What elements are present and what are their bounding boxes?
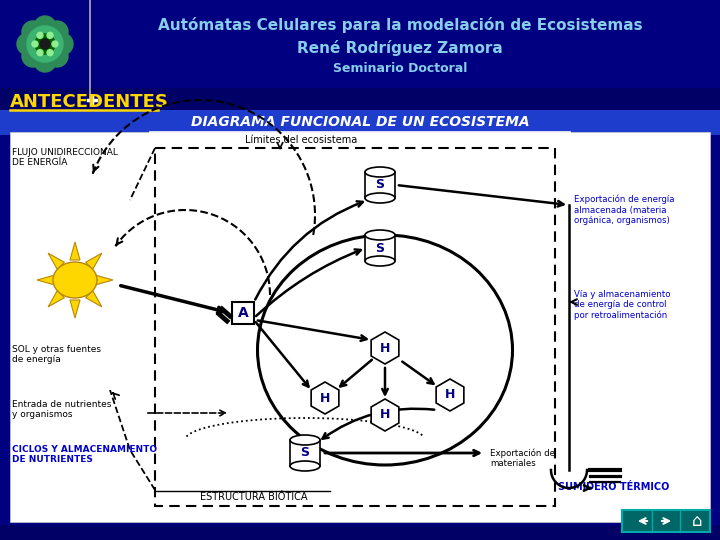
Bar	[155, 148, 555, 506]
Circle shape	[27, 26, 63, 62]
Polygon shape	[48, 291, 64, 307]
Polygon shape	[86, 291, 102, 307]
Circle shape	[34, 50, 56, 72]
Text: SUMIDERO TÉRMICO: SUMIDERO TÉRMICO	[558, 482, 670, 492]
Circle shape	[46, 45, 68, 67]
Polygon shape	[436, 379, 464, 411]
Text: CICLOS Y ALMACENAMIENTO
DE NUTRIENTES: CICLOS Y ALMACENAMIENTO DE NUTRIENTES	[12, 445, 157, 464]
Circle shape	[51, 33, 73, 55]
Circle shape	[32, 41, 38, 47]
Circle shape	[46, 21, 68, 43]
Circle shape	[52, 41, 58, 47]
Ellipse shape	[53, 262, 97, 298]
Bar	[0, 88, 720, 110]
Bar	[0, 525, 720, 540]
Text: Vía y almacenamiento
de energía de control
por retroalimentación: Vía y almacenamiento de energía de contr…	[574, 290, 670, 320]
Ellipse shape	[290, 461, 320, 471]
Ellipse shape	[365, 256, 395, 266]
Bar	[622, 510, 710, 532]
Polygon shape	[70, 300, 80, 318]
Bar	[0, 0, 720, 88]
Text: H: H	[320, 392, 330, 404]
Circle shape	[17, 33, 39, 55]
Ellipse shape	[365, 230, 395, 240]
Bar	[0, 110, 720, 135]
Circle shape	[22, 21, 44, 43]
Text: H: H	[380, 341, 390, 354]
Bar	[232, 302, 254, 324]
Text: S: S	[376, 179, 384, 192]
Circle shape	[47, 50, 53, 56]
Text: Entrada de nutrientes
y organismos: Entrada de nutrientes y organismos	[12, 400, 112, 420]
Ellipse shape	[290, 435, 320, 445]
Bar	[290, 440, 320, 466]
Polygon shape	[311, 382, 339, 414]
Circle shape	[34, 16, 56, 38]
Circle shape	[37, 50, 43, 56]
Text: H: H	[380, 408, 390, 422]
Circle shape	[40, 39, 50, 49]
Text: Autómatas Celulares para la modelación de Ecosistemas: Autómatas Celulares para la modelación d…	[158, 17, 642, 33]
Text: ⌂: ⌂	[692, 512, 702, 530]
Polygon shape	[37, 275, 55, 285]
Text: S: S	[300, 447, 310, 460]
Text: ESTRUCTURA BIÓTICA: ESTRUCTURA BIÓTICA	[200, 492, 307, 502]
Polygon shape	[48, 253, 64, 269]
Ellipse shape	[365, 167, 395, 177]
Text: H: H	[445, 388, 455, 402]
Text: Seminario Doctoral: Seminario Doctoral	[333, 62, 467, 75]
Text: Límites del ecosistema: Límites del ecosistema	[245, 135, 357, 145]
Text: SOL y otras fuentes
de energía: SOL y otras fuentes de energía	[12, 345, 101, 364]
Text: DIAGRAMA FUNCIONAL DE UN ECOSISTEMA: DIAGRAMA FUNCIONAL DE UN ECOSISTEMA	[191, 115, 529, 129]
Bar	[365, 235, 395, 261]
Ellipse shape	[365, 193, 395, 203]
Text: Exportación de
materiales: Exportación de materiales	[490, 448, 555, 468]
Circle shape	[35, 34, 55, 54]
Polygon shape	[95, 275, 113, 285]
Polygon shape	[371, 332, 399, 364]
Polygon shape	[86, 253, 102, 269]
Text: René Rodríguez Zamora: René Rodríguez Zamora	[297, 40, 503, 56]
Bar	[10, 132, 710, 522]
Text: S: S	[376, 241, 384, 254]
Text: Exportación de energía
almacenada (materia
orgánica, organismos): Exportación de energía almacenada (mater…	[574, 195, 675, 225]
Circle shape	[47, 32, 53, 38]
Text: A: A	[238, 306, 248, 320]
Bar	[365, 172, 395, 198]
Polygon shape	[371, 399, 399, 431]
Circle shape	[37, 32, 43, 38]
Polygon shape	[70, 242, 80, 260]
Circle shape	[22, 45, 44, 67]
Text: FLUJO UNIDIRECCIONAL
DE ENERGÍA: FLUJO UNIDIRECCIONAL DE ENERGÍA	[12, 148, 118, 167]
Text: ANTECEDENTES: ANTECEDENTES	[10, 93, 169, 111]
